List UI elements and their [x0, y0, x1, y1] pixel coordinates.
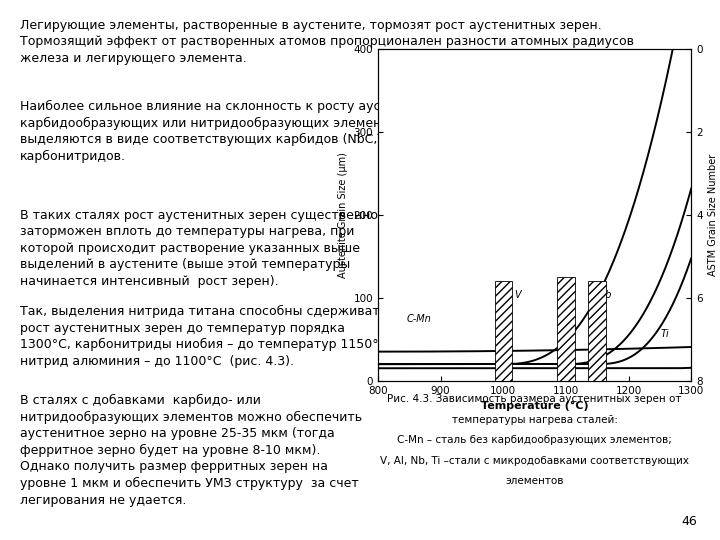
Text: C-Mn – сталь без карбидообразующих элементов;: C-Mn – сталь без карбидообразующих элеме… [397, 435, 672, 445]
X-axis label: Temperature (°C): Temperature (°C) [481, 401, 588, 411]
Text: Легирующие элементы, растворенные в аустените, тормозят рост аустенитных зерен.
: Легирующие элементы, растворенные в ауст… [20, 19, 634, 65]
Text: В сталях с добавками  карбидо- или
нитридообразующих элементов можно обеспечить
: В сталях с добавками карбидо- или нитрид… [20, 394, 362, 507]
Text: C-Mn: C-Mn [406, 314, 431, 324]
Y-axis label: ASTM Grain Size Number: ASTM Grain Size Number [708, 153, 719, 276]
Bar [495, 281, 512, 381]
Text: Nb: Nb [598, 290, 612, 300]
Bar [557, 277, 575, 381]
Bar [588, 281, 606, 381]
Text: элементов: элементов [505, 476, 564, 487]
Text: 46: 46 [681, 515, 697, 528]
Text: Al: Al [566, 290, 575, 300]
Text: Так, выделения нитрида титана способны сдерживать
рост аустенитных зерен до темп: Так, выделения нитрида титана способны с… [20, 305, 392, 368]
Text: V, Al, Nb, Ti –стали с микродобавками соответствующих: V, Al, Nb, Ti –стали с микродобавками со… [380, 456, 689, 466]
Text: температуры нагрева сталей:: температуры нагрева сталей: [451, 415, 618, 425]
Text: Ti: Ti [660, 329, 670, 339]
Text: В таких сталях рост аустенитных зерен существенно
заторможен вплоть до температу: В таких сталях рост аустенитных зерен су… [20, 209, 378, 288]
Text: Наиболее сильное влияние на склонность к росту аустенитного зерна оказывают микр: Наиболее сильное влияние на склонность к… [20, 100, 668, 163]
Y-axis label: Austenite Grain Size (μm): Austenite Grain Size (μm) [338, 152, 348, 278]
Text: Рис. 4.3. Зависимость размера аустенитных зерен от: Рис. 4.3. Зависимость размера аустенитны… [387, 394, 682, 404]
Text: V: V [514, 290, 521, 300]
